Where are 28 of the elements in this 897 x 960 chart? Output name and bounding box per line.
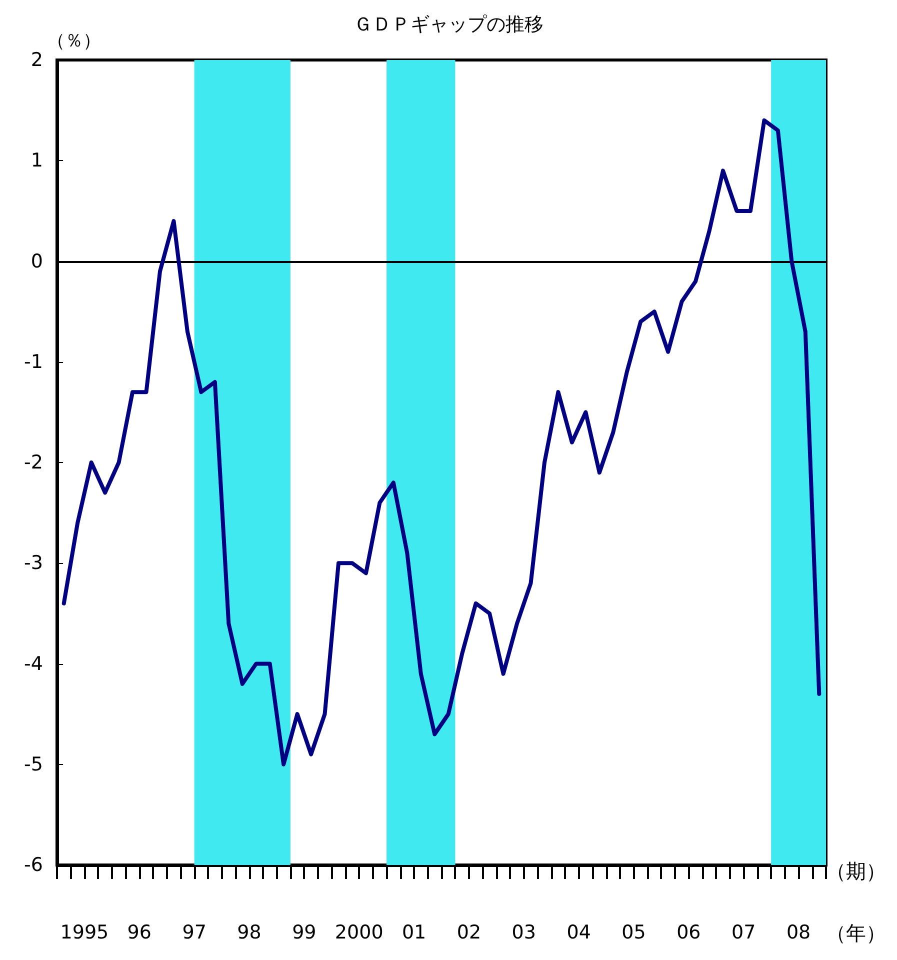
text: （年）: [826, 921, 886, 945]
x-tick-label: 03: [512, 922, 536, 944]
y-tick-label: -2: [24, 452, 43, 474]
x-tick-label: 2000: [334, 922, 384, 944]
x-tick-label: 07: [732, 922, 756, 944]
y-tick-label: -6: [24, 854, 43, 876]
y-axis-title: （％）: [47, 30, 101, 52]
y-tick-label: 1: [30, 150, 43, 172]
x-tick-label: 99: [292, 922, 316, 944]
y-tick-label: 0: [30, 250, 43, 272]
y-tick-label: 2: [30, 49, 43, 71]
x-tick-label: 02: [456, 922, 482, 944]
y-tick-label: -5: [24, 753, 43, 776]
x-tick-label: 06: [676, 922, 701, 944]
line-series: [62, 118, 822, 766]
x-tick-label: 01: [402, 922, 426, 944]
x-tick-label: 04: [566, 922, 591, 944]
x-tick-label: 97: [182, 922, 206, 944]
y-tick-label: -3: [24, 552, 43, 574]
x-tick-label: 96: [127, 922, 152, 944]
chart-title: ＧＤＰギャップの推移: [354, 14, 544, 36]
annotation: （期）: [826, 859, 886, 883]
y-tick-label: -4: [24, 652, 43, 675]
x-tick-label: 08: [786, 922, 811, 944]
x-tick-label: 98: [237, 922, 262, 944]
y-tick-label: -1: [24, 350, 43, 373]
x-tick-label: 1995: [60, 922, 109, 944]
x-tick-label: 05: [622, 922, 646, 944]
